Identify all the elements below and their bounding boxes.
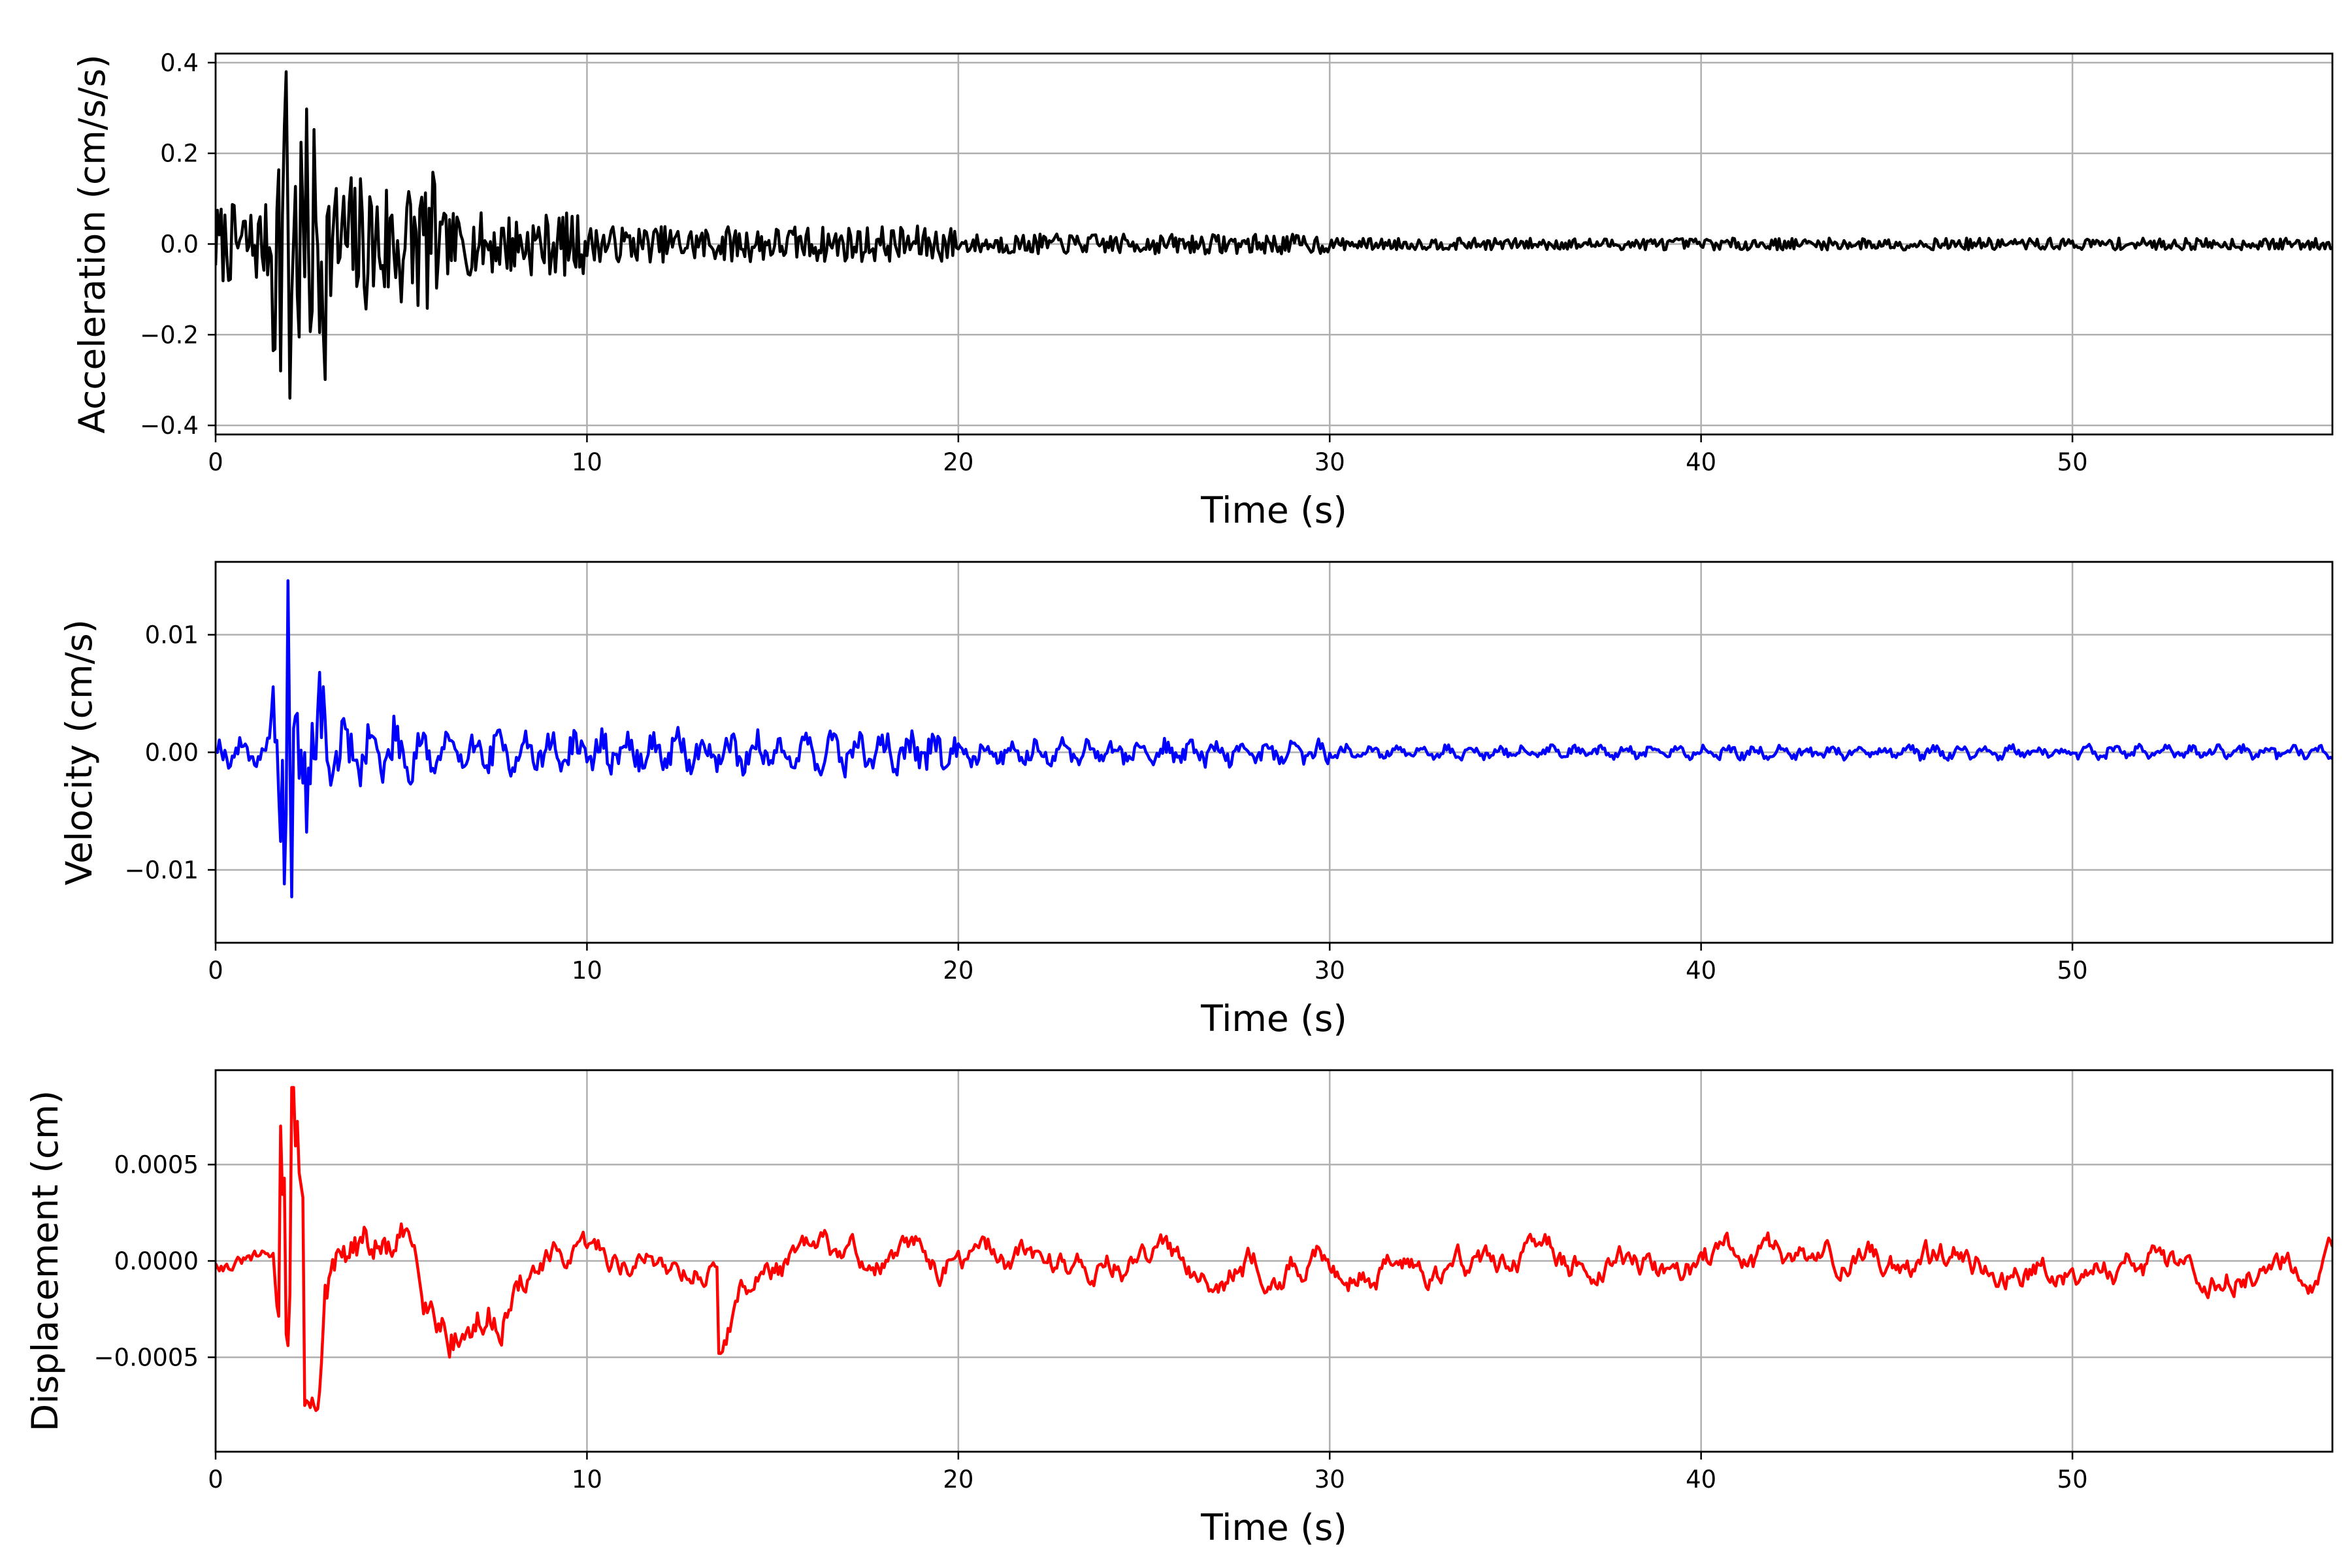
velocity-panel: 0 10 20 30 40 50 −0.01 0.00 0.01 Time (s) Velocity… xyxy=(58,561,2334,1039)
x-tick-label: 20 xyxy=(943,448,973,476)
x-tick-label: 0 xyxy=(208,1465,223,1494)
x-axis-title: Time (s) xyxy=(1200,489,1347,531)
x-axis-title: Time (s) xyxy=(1200,1507,1347,1548)
x-tick-label: 10 xyxy=(572,448,602,476)
x-tick-label: 30 xyxy=(1315,448,1345,476)
velocity-series-line xyxy=(216,579,2332,899)
y-axis-title: Acceleration (cm/s/s) xyxy=(71,54,113,433)
displacement-series-line xyxy=(216,1086,2332,1413)
x-tick-label: 30 xyxy=(1315,956,1345,985)
y-tick-label: 0.00 xyxy=(145,739,199,767)
y-tick-label: 0.0000 xyxy=(114,1247,199,1275)
x-tick-label: 20 xyxy=(943,956,973,985)
x-tick-label: 20 xyxy=(943,1465,973,1494)
x-tick-label: 10 xyxy=(572,1465,602,1494)
y-tick-label: 0.4 xyxy=(160,49,199,77)
y-tick-label: 0.0 xyxy=(160,231,199,259)
y-axis-title: Velocity (cm/s) xyxy=(58,619,100,885)
x-tick-label: 0 xyxy=(208,448,223,476)
y-tick-label: −0.4 xyxy=(140,412,199,440)
displacement-panel: 0 10 20 30 40 50 −0.0005 0.0000 0.0005 Time (s) Di… xyxy=(24,1069,2334,1548)
y-tick-label: −0.0005 xyxy=(94,1343,199,1371)
x-tick-label: 40 xyxy=(1686,956,1716,985)
x-tick-label: 40 xyxy=(1686,1465,1716,1494)
x-tick-label: 50 xyxy=(2057,956,2088,985)
acceleration-panel: 0 10 20 30 40 50 −0.4 −0.2 0.0 0.2 0.4 Time (s) Acce… xyxy=(71,49,2334,531)
y-tick-label: 0.2 xyxy=(160,140,199,168)
x-tick-label: 0 xyxy=(208,956,223,985)
x-tick-label: 40 xyxy=(1686,448,1716,476)
acceleration-series-line xyxy=(216,70,2332,400)
y-tick-label: −0.2 xyxy=(140,321,199,349)
x-tick-label: 50 xyxy=(2057,448,2088,476)
x-tick-label: 10 xyxy=(572,956,602,985)
y-tick-label: 0.01 xyxy=(145,621,199,649)
y-axis-title: Displacement (cm) xyxy=(24,1090,66,1431)
y-tick-label: 0.0005 xyxy=(114,1151,199,1179)
x-axis-title: Time (s) xyxy=(1200,998,1347,1039)
x-tick-label: 30 xyxy=(1315,1465,1345,1494)
y-tick-label: −0.01 xyxy=(125,856,199,884)
x-tick-label: 50 xyxy=(2057,1465,2088,1494)
